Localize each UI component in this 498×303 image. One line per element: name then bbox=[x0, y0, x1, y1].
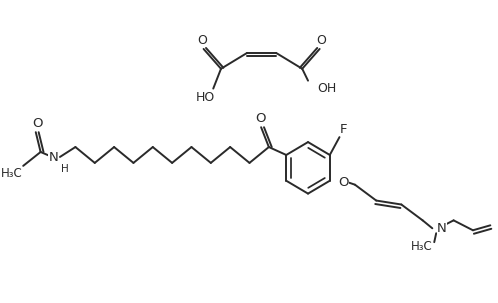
Text: O: O bbox=[317, 34, 327, 47]
Text: OH: OH bbox=[318, 82, 337, 95]
Text: O: O bbox=[338, 176, 349, 189]
Text: N: N bbox=[437, 222, 447, 235]
Text: O: O bbox=[198, 34, 208, 47]
Text: H: H bbox=[61, 164, 69, 174]
Text: O: O bbox=[255, 112, 265, 125]
Text: N: N bbox=[48, 152, 58, 165]
Text: O: O bbox=[32, 117, 43, 130]
Text: H₃C: H₃C bbox=[410, 240, 432, 253]
Text: HO: HO bbox=[196, 91, 215, 104]
Text: H₃C: H₃C bbox=[0, 167, 22, 180]
Text: F: F bbox=[340, 123, 347, 136]
